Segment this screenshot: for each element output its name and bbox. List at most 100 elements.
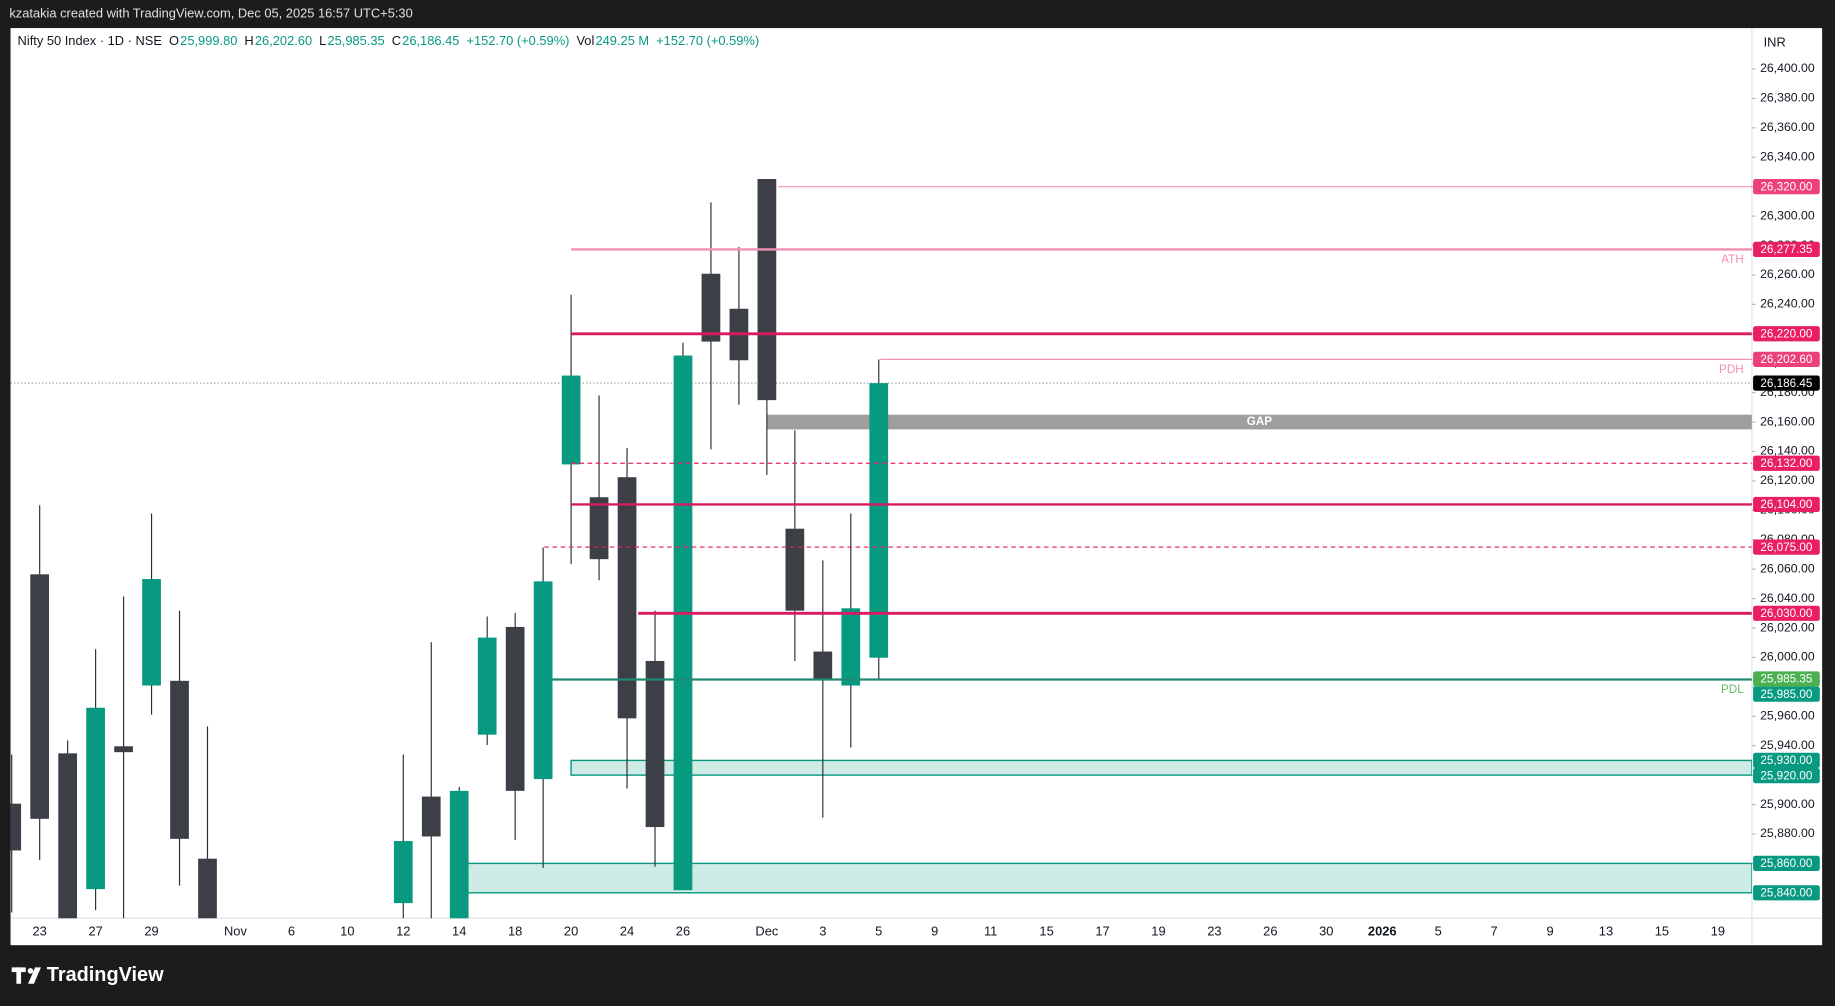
y-tick-label: 26,140.00	[1760, 444, 1815, 458]
brand: TradingView	[47, 964, 164, 986]
y-tick-label: 26,120.00	[1760, 473, 1815, 487]
y-tick-label: 26,160.00	[1760, 414, 1815, 428]
candle-body	[393, 841, 413, 904]
level-text: PDL	[1721, 683, 1744, 696]
candle-body	[86, 707, 105, 890]
price-badge	[1753, 686, 1820, 702]
zone	[570, 759, 1752, 776]
price-badge-label: 25,985.35	[1760, 673, 1813, 686]
price-badge-label: 25,930.00	[1760, 754, 1813, 767]
candle-body	[142, 579, 161, 686]
y-tick-label: 26,380.00	[1760, 91, 1815, 105]
y-tick-label: 26,360.00	[1760, 120, 1815, 134]
candle-body	[533, 581, 553, 780]
zone	[466, 862, 1752, 894]
candle-body	[477, 637, 497, 735]
price-badge	[1753, 605, 1820, 621]
level-text: ATH	[1721, 253, 1744, 266]
candle-body	[170, 680, 189, 839]
candle-body	[841, 608, 861, 686]
x-tick-label: 26	[1263, 924, 1277, 939]
y-tick-label: 26,000.00	[1760, 650, 1815, 664]
x-tick-label: 7	[1491, 924, 1498, 939]
y-tick-label: 26,020.00	[1760, 620, 1815, 634]
price-badge	[1753, 855, 1820, 871]
price-badge	[1753, 752, 1820, 769]
legend-key: H	[244, 34, 253, 49]
brand-logo	[11, 967, 41, 984]
candle-body	[701, 273, 721, 342]
legend-value: +152.70 (+0.59%)	[466, 34, 569, 49]
x-tick-label: 29	[144, 924, 158, 939]
candle-body	[869, 383, 889, 658]
x-tick-label: 20	[564, 924, 578, 939]
x-tick-label: 14	[452, 924, 466, 939]
x-tick-label: 19	[1711, 924, 1725, 939]
price-badge-label: 26,030.00	[1760, 607, 1813, 620]
price-badge	[1753, 455, 1820, 471]
candle-body	[421, 796, 441, 837]
legend-value: 26,186.45	[402, 34, 459, 49]
price-badge-label: 26,075.00	[1760, 541, 1813, 554]
price-badge	[1753, 241, 1820, 258]
x-tick-label: 11	[984, 924, 997, 939]
legend-symbol: Nifty 50 Index · 1D · NSE	[18, 34, 163, 49]
x-tick-label: Nov	[224, 924, 247, 939]
legend-value: 25,999.80	[180, 34, 237, 49]
price-badge	[1753, 326, 1820, 342]
price-badge-label: 26,277.35	[1760, 243, 1813, 256]
x-tick-label: 15	[1039, 924, 1053, 939]
x-tick-label: 12	[396, 924, 410, 939]
axes: 25,860.00 25,880.00 25,900.00 25,920.00 25,9…	[33, 61, 1820, 939]
price-badge-label: 26,320.00	[1760, 180, 1813, 193]
candle-body	[589, 497, 609, 560]
header: kzatakia created with TradingView.com, D…	[9, 5, 412, 20]
y-tick-label: 26,300.00	[1760, 208, 1815, 222]
price-badge	[1753, 539, 1820, 555]
level-text: PDH	[1719, 363, 1744, 376]
x-tick-label: 5	[875, 924, 882, 939]
x-tick-label: Dec	[755, 924, 778, 939]
y-tick-label: 26,240.00	[1760, 297, 1815, 311]
x-tick-label: 17	[1095, 924, 1109, 939]
y-tick-label: 26,260.00	[1760, 267, 1815, 281]
x-tick-label: 9	[1546, 924, 1553, 939]
candle-body	[785, 528, 805, 611]
legend-value: 26,202.60	[255, 34, 312, 49]
gap-zone	[766, 414, 1752, 430]
price-badge	[1753, 375, 1820, 391]
candle-body	[617, 477, 637, 719]
legend-key: Vol	[576, 34, 594, 49]
price-badge	[1753, 351, 1820, 367]
y-tick-label: 25,960.00	[1760, 709, 1815, 723]
price-badge-label: 26,186.45	[1760, 377, 1813, 390]
x-tick-label: 27	[88, 924, 102, 939]
y-tick-label: 25,900.00	[1760, 797, 1815, 811]
y-tick-label: 25,940.00	[1760, 738, 1815, 752]
legend-key: L	[319, 34, 326, 49]
x-tick-label: 5	[1435, 924, 1442, 939]
x-tick-label: 26	[676, 924, 690, 939]
x-tick-label: 23	[33, 924, 47, 939]
x-tick-label: 13	[1599, 924, 1613, 939]
x-tick-label: 10	[340, 924, 354, 939]
candle-body	[505, 626, 525, 791]
x-tick-label: 18	[508, 924, 522, 939]
legend-value: 25,985.35	[327, 34, 384, 49]
legend-key: O	[169, 34, 179, 49]
x-tick-label: 19	[1151, 924, 1165, 939]
legend-key: C	[392, 34, 401, 49]
price-badge-label: 26,220.00	[1760, 327, 1813, 340]
y-tick-label: 26,340.00	[1760, 149, 1815, 163]
x-tick-label: 23	[1207, 924, 1221, 939]
chart-area	[10, 28, 1823, 946]
price-badge-label: 25,920.00	[1760, 769, 1813, 782]
candle-body	[58, 753, 78, 919]
price-badge	[1753, 179, 1820, 195]
y-tick-label: 25,880.00	[1760, 826, 1815, 840]
candle-body	[30, 574, 50, 819]
legend: Nifty 50 Index · 1D · NSE O25,999.80 H26,2…	[18, 34, 760, 49]
plot: GAP ATH PDH PDL	[10, 179, 1752, 919]
